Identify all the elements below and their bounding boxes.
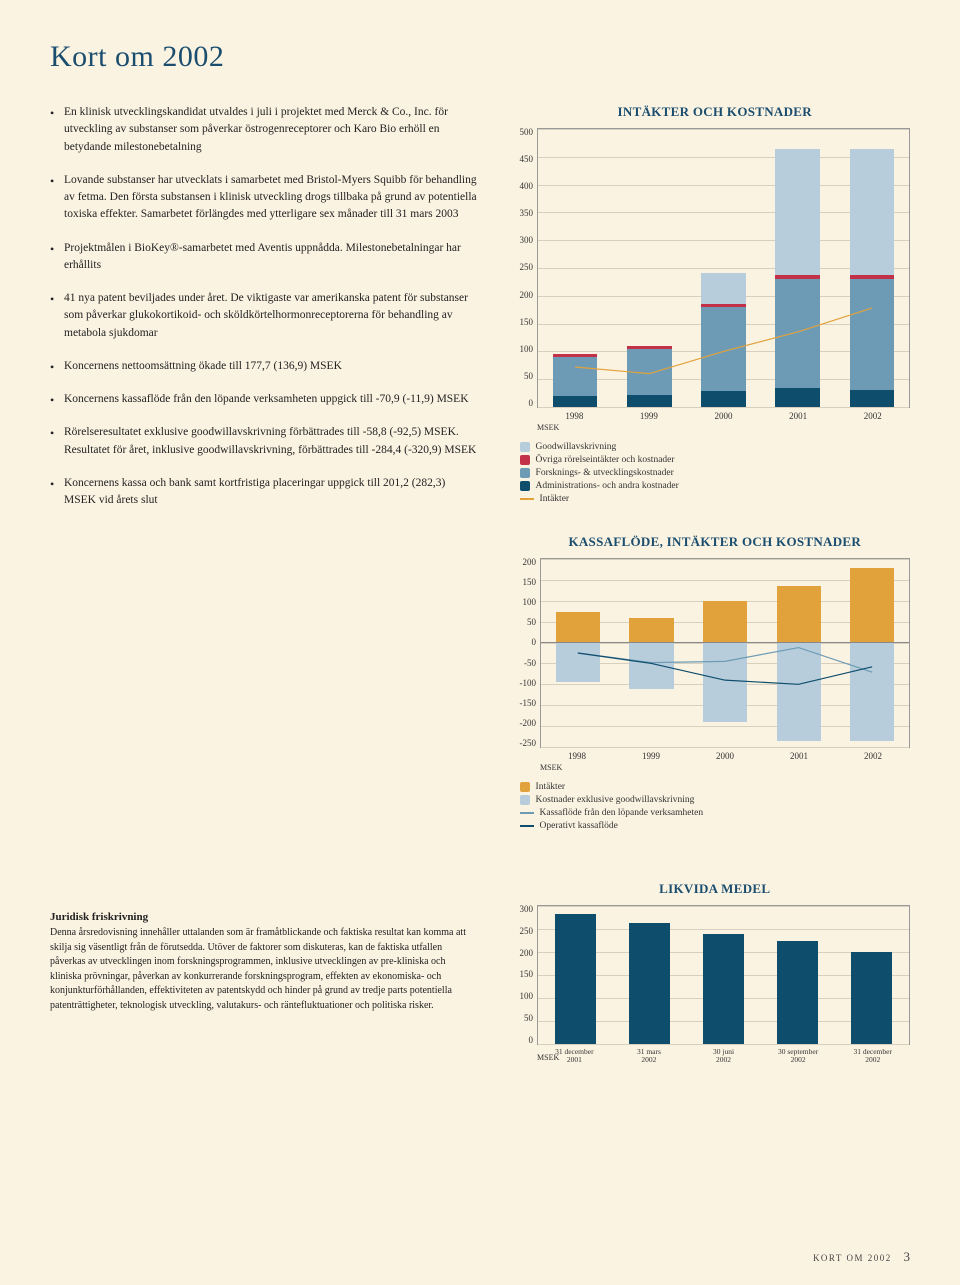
legend-item: Intäkter — [520, 782, 910, 792]
bullet-item: Lovande substanser har utvecklats i sama… — [50, 172, 480, 224]
columns: En klinisk utvecklingskandidat utvaldes … — [50, 104, 910, 861]
chart-intakter-kostnader: INTÄKTER OCH KOSTNADER 50045040035030025… — [520, 104, 910, 504]
bullet-item: Rörelseresultatet exklusive goodwillavsk… — [50, 424, 480, 459]
disclaimer-heading: Juridisk friskrivning — [50, 911, 480, 923]
chart3-yaxis: 300250200150100500 — [520, 905, 538, 1045]
chart-likvida-medel: LIKVIDA MEDEL 300250200150100500 31 dece… — [520, 881, 910, 1062]
bullet-list: En klinisk utvecklingskandidat utvaldes … — [50, 104, 480, 509]
chart1-legend: Goodwillavskrivning Övriga rörelseintäkte… — [520, 442, 910, 504]
legend-item: Övriga rörelseintäkter och kostnader — [520, 455, 910, 465]
bullet-item: 41 nya patent beviljades under året. De … — [50, 290, 480, 342]
right-column: INTÄKTER OCH KOSTNADER 50045040035030025… — [520, 104, 910, 861]
chart3-xaxis: 31 december200131 mars200230 juni200230 … — [537, 1045, 910, 1065]
disclaimer-block: Juridisk friskrivning Denna årsredovisni… — [50, 881, 480, 1062]
chart1-unit: MSEK — [537, 423, 910, 432]
footer-page-number: 3 — [904, 1249, 911, 1264]
page: Kort om 2002 En klinisk utvecklingskandi… — [0, 0, 960, 1285]
bullet-item: Koncernens kassaflöde från den löpande v… — [50, 391, 480, 408]
chart2-legend: Intäkter Kostnader exklusive goodwillavsk… — [520, 782, 910, 831]
bullet-item: Koncernens nettoomsättning ökade till 17… — [50, 358, 480, 375]
bottom-row: Juridisk friskrivning Denna årsredovisni… — [50, 881, 910, 1062]
legend-item: Kostnader exklusive goodwillavskrivning — [520, 795, 910, 805]
footer-label: KORT OM 2002 — [813, 1253, 892, 1263]
chart1-xaxis: 19981999200020012002 — [537, 408, 910, 421]
chart2-unit: MSEK — [540, 763, 910, 772]
legend-item: Kassaflöde från den löpande verksamheten — [520, 808, 910, 818]
bullet-item: Koncernens kassa och bank samt kortfrist… — [50, 475, 480, 510]
chart3-plot — [537, 905, 910, 1045]
legend-item: Operativt kassaflöde — [520, 821, 910, 831]
page-title: Kort om 2002 — [50, 40, 910, 74]
chart2-yaxis: 200150100500-50-100-150-200-250 — [520, 558, 541, 748]
chart3-title: LIKVIDA MEDEL — [520, 881, 910, 897]
chart-kassaflode: KASSAFLÖDE, INTÄKTER OCH KOSTNADER 20015… — [520, 534, 910, 831]
left-column: En klinisk utvecklingskandidat utvaldes … — [50, 104, 480, 861]
chart2-xaxis: 19981999200020012002 — [540, 748, 910, 761]
legend-item: Forsknings- & utvecklingskostnader — [520, 468, 910, 478]
bullet-item: En klinisk utvecklingskandidat utvaldes … — [50, 104, 480, 156]
bullet-item: Projektmålen i BioKey®-samarbetet med Av… — [50, 240, 480, 275]
disclaimer-text: Denna årsredovisning innehåller uttaland… — [50, 926, 480, 1013]
chart1-yaxis: 500450400350300250200150100500 — [520, 128, 538, 408]
legend-item: Intäkter — [520, 494, 910, 504]
chart1-plot — [537, 128, 910, 408]
legend-item: Administrations- och andra kostnader — [520, 481, 910, 491]
chart2-title: KASSAFLÖDE, INTÄKTER OCH KOSTNADER — [520, 534, 910, 550]
legend-item: Goodwillavskrivning — [520, 442, 910, 452]
chart2-plot — [540, 558, 910, 748]
chart1-title: INTÄKTER OCH KOSTNADER — [520, 104, 910, 120]
page-footer: KORT OM 2002 3 — [813, 1249, 910, 1265]
